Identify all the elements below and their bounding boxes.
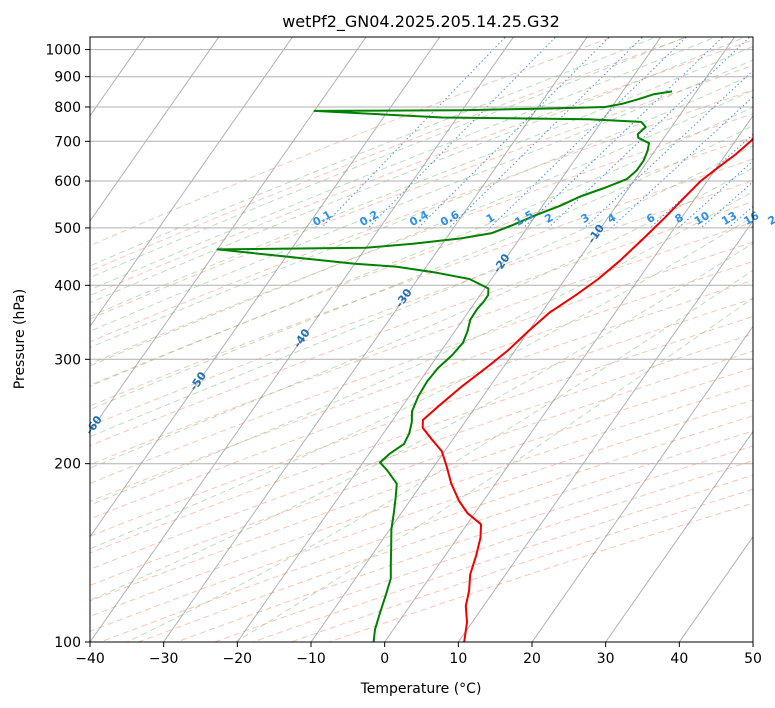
dry-adiabat (90, 279, 753, 520)
isotherm-line (310, 37, 736, 642)
y-tick-label: 800 (54, 100, 81, 116)
isotherm-line (531, 325, 753, 642)
profiles (216, 90, 753, 642)
x-tick-label: −40 (75, 651, 105, 667)
mixing-ratio-label: 20 (766, 209, 775, 228)
mixing-ratio-line (367, 37, 557, 229)
y-tick-label: 300 (54, 352, 81, 368)
isotherm-line (236, 37, 662, 642)
y-tick-label: 500 (54, 221, 81, 237)
mixing-ratio-line (547, 37, 751, 229)
x-tick-label: 20 (523, 651, 541, 667)
y-tick-label: 1000 (45, 43, 81, 59)
isotherm-line (457, 220, 753, 642)
x-tick-label: 30 (597, 651, 615, 667)
x-tick-label: −30 (149, 651, 179, 667)
series-line (421, 137, 753, 642)
dry-adiabat (90, 241, 753, 484)
moist-adiabat (90, 216, 753, 550)
mixing-ratio-line (448, 37, 644, 229)
series-line (216, 90, 673, 642)
moist-adiabat (90, 125, 753, 411)
mixing-ratio-line (321, 37, 507, 229)
y-tick-label: 400 (54, 278, 81, 294)
dry-adiabat (90, 180, 753, 427)
isotherm-line (605, 430, 753, 642)
dry-adiabat (90, 367, 753, 602)
dry-adiabat (90, 113, 753, 365)
dry-adiabat (90, 315, 753, 554)
x-tick-label: −10 (296, 651, 326, 667)
moist-adiabat (90, 167, 753, 469)
plot-frame (89, 36, 754, 643)
isotherm-line (90, 37, 515, 642)
dry-adiabat (90, 383, 753, 617)
plot-area (90, 37, 753, 642)
moist-adiabat (235, 297, 753, 642)
mixing-ratio-line (417, 37, 611, 229)
isotherm-line (384, 114, 753, 642)
isotherm-line (90, 37, 441, 538)
dry-adiabat (90, 221, 753, 466)
mixing-ratio-line (584, 69, 753, 229)
mixing-ratio-line (678, 160, 753, 229)
y-tick-label: 900 (54, 70, 81, 86)
dry-adiabat (90, 158, 753, 407)
y-tick-label: 200 (54, 457, 81, 473)
x-tick-label: 50 (744, 651, 762, 667)
y-axis-title: Pressure (hPa) (12, 289, 28, 389)
moist-adiabat (126, 269, 753, 642)
moist-adiabat (90, 190, 753, 506)
isotherm-line (90, 37, 220, 222)
dry-adiabat (90, 89, 753, 343)
chart-title: wetPf2_GN04.2025.205.14.25.G32 (282, 12, 560, 32)
x-tick-label: 0 (380, 651, 389, 667)
y-tick-label: 600 (54, 174, 81, 190)
pressure-grid (90, 49, 753, 642)
moist-adiabat (90, 106, 753, 387)
isotherm-line (678, 535, 753, 642)
x-tick-label: 10 (449, 651, 467, 667)
dry-adiabat (90, 333, 753, 570)
isotherm-line (90, 37, 294, 328)
mixing-ratio-line (523, 37, 724, 229)
isotherm-line (90, 37, 367, 433)
y-axis: 100 200 300 400 500 600 700 800 900 1000 (45, 43, 90, 651)
x-tick-label: 40 (670, 651, 688, 667)
x-axis-title: Temperature (°C) (360, 681, 482, 697)
isotherm-line (163, 37, 588, 642)
x-tick-label: −20 (223, 651, 253, 667)
y-tick-label: 100 (54, 635, 81, 651)
y-tick-label: 700 (54, 134, 81, 150)
mixing-ratio-line (610, 96, 753, 229)
x-axis: −40 −30 −20 −10 0 10 20 30 40 50 (75, 642, 762, 667)
moist-adiabat (90, 45, 753, 317)
